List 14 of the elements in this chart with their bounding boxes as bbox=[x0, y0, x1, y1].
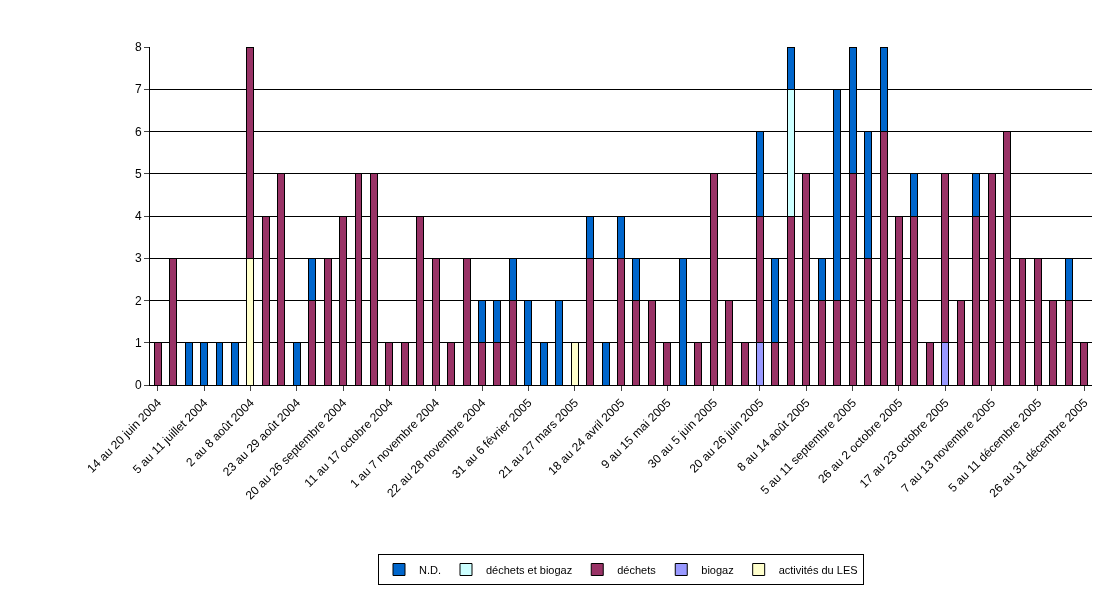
legend-label: N.D. bbox=[419, 563, 441, 576]
y-tick-label: 6 bbox=[134, 124, 142, 139]
y-tick-label: 3 bbox=[134, 251, 142, 266]
y-tick-label: 8 bbox=[134, 40, 142, 55]
y-tick-label: 7 bbox=[134, 82, 142, 97]
legend-label: déchets et biogaz bbox=[486, 563, 573, 576]
legend-label: biogaz bbox=[701, 563, 734, 576]
y-tick-label: 2 bbox=[134, 293, 142, 308]
y-tick-label: 0 bbox=[134, 378, 142, 393]
y-tick-label: 5 bbox=[134, 166, 142, 181]
legend-label: déchets bbox=[617, 563, 657, 576]
legend-label: activités du LES bbox=[778, 563, 858, 576]
y-tick-label: 4 bbox=[134, 209, 142, 224]
y-tick-label: 1 bbox=[134, 335, 142, 350]
